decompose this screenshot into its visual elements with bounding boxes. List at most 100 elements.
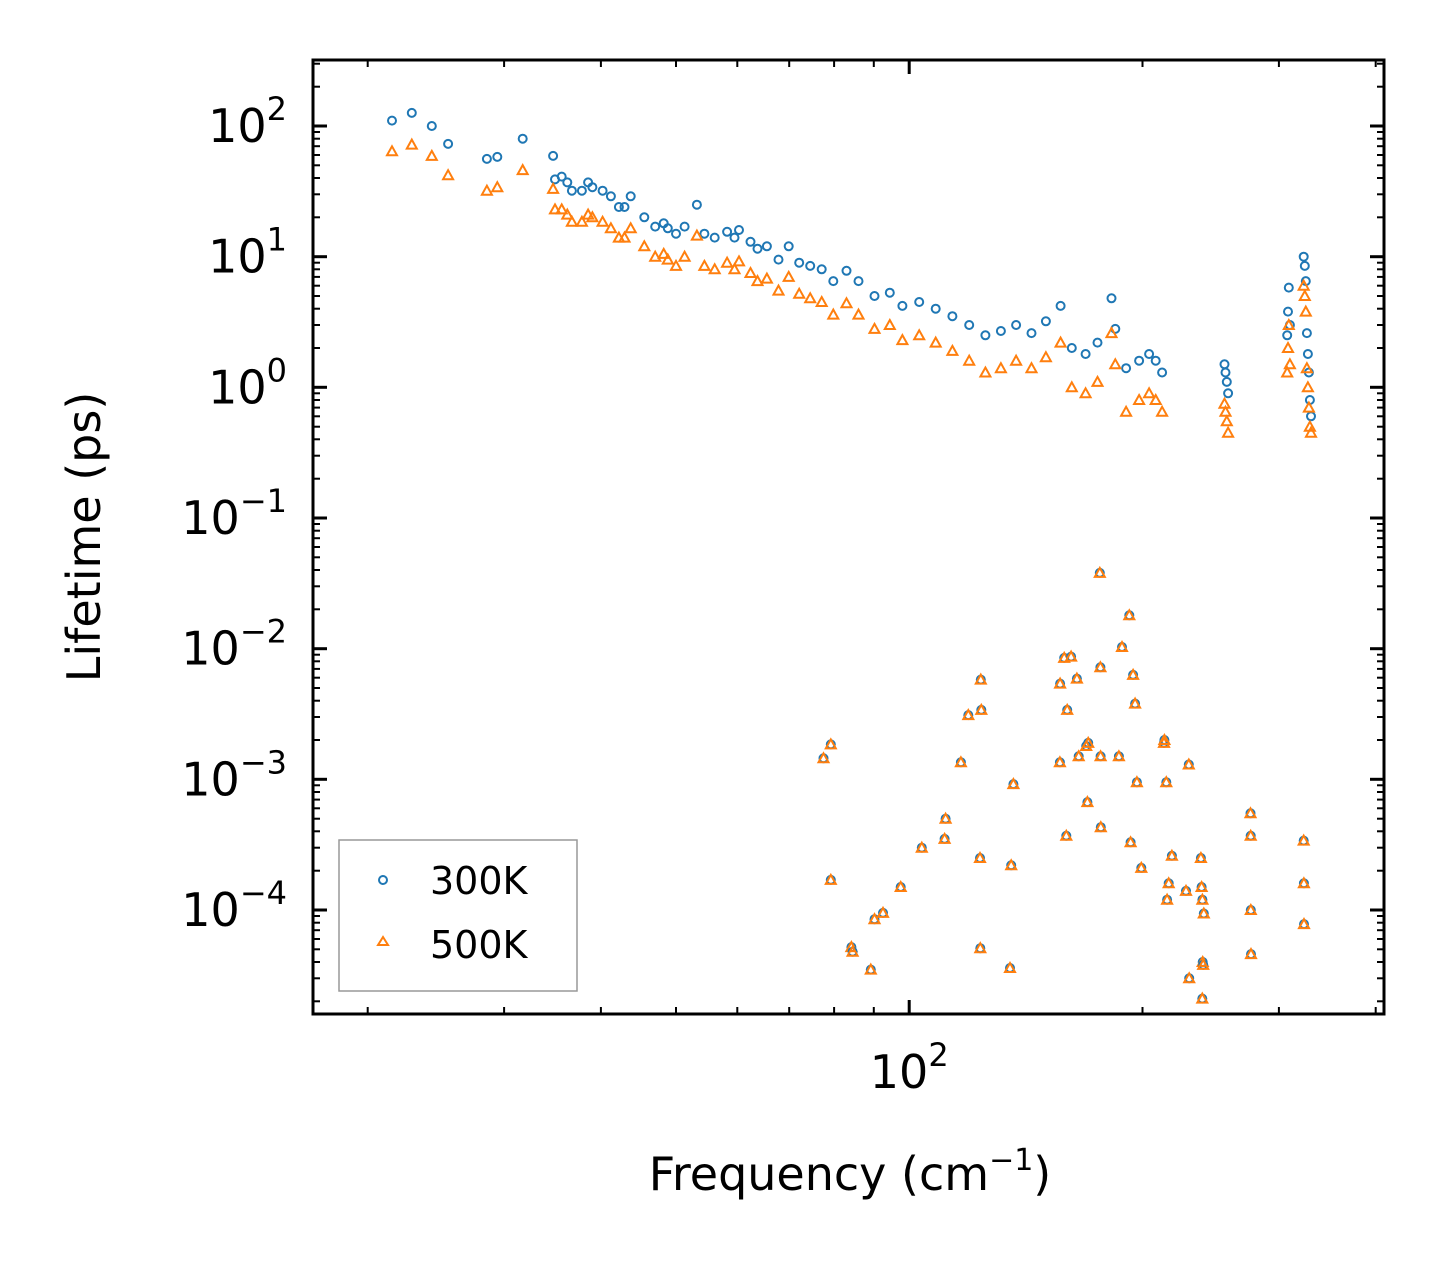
point-500k xyxy=(782,269,796,282)
point-500k xyxy=(1115,639,1129,652)
point-500k xyxy=(1053,335,1068,348)
point-300k xyxy=(709,232,720,243)
point-500k xyxy=(1070,671,1084,684)
point-300k xyxy=(1121,363,1132,374)
point-300k xyxy=(679,221,690,232)
point-500k xyxy=(516,163,530,176)
point-300k xyxy=(639,212,650,223)
point-500k xyxy=(555,202,569,215)
point-500k xyxy=(961,708,975,721)
point-500k xyxy=(546,181,560,194)
point-500k xyxy=(677,249,692,262)
point-300k xyxy=(1220,367,1231,378)
point-300k xyxy=(1157,367,1168,378)
point-500k xyxy=(385,144,399,157)
point-500k xyxy=(1182,971,1196,984)
point-300k xyxy=(783,241,794,252)
point-500k xyxy=(585,210,600,223)
point-500k xyxy=(560,207,574,220)
point-300k xyxy=(613,202,624,212)
point-500k xyxy=(1197,906,1211,919)
legend-label-300k: 300K xyxy=(430,859,529,903)
point-500k xyxy=(1072,749,1086,762)
point-500k xyxy=(1220,414,1234,427)
point-500k xyxy=(994,361,1008,374)
point-300k xyxy=(841,265,852,276)
point-500k xyxy=(867,321,882,334)
point-500k xyxy=(895,333,910,346)
point-500k xyxy=(1194,850,1208,863)
point-500k xyxy=(425,148,439,161)
point-300k xyxy=(587,182,598,193)
point-500k xyxy=(962,353,976,366)
point-500k xyxy=(1160,892,1174,905)
point-500k xyxy=(1297,278,1311,291)
point-300k xyxy=(556,171,567,182)
point-300k xyxy=(1144,349,1155,359)
point-300k xyxy=(729,232,740,243)
point-500k xyxy=(826,307,840,320)
point-500k xyxy=(1059,828,1073,841)
point-500k xyxy=(1093,660,1108,673)
point-500k xyxy=(1280,365,1294,378)
y-tick-label: 10−4 xyxy=(181,874,287,937)
point-500k xyxy=(1094,820,1108,833)
point-500k xyxy=(1297,876,1311,889)
point-500k xyxy=(657,246,671,259)
point-300k xyxy=(1134,355,1145,366)
point-500k xyxy=(844,940,859,953)
point-500k xyxy=(1298,288,1312,301)
point-500k xyxy=(867,912,882,925)
point-300k xyxy=(995,326,1006,336)
point-300k xyxy=(745,236,756,247)
point-300k xyxy=(980,330,991,341)
point-500k xyxy=(1217,396,1232,409)
point-500k xyxy=(1243,806,1258,819)
point-500k xyxy=(864,962,878,975)
point-500k xyxy=(1299,304,1313,317)
point-500k xyxy=(1194,879,1209,892)
point-300k xyxy=(605,191,616,202)
point-500k xyxy=(565,214,579,227)
point-500k xyxy=(669,258,683,271)
point-300k xyxy=(650,221,661,232)
point-500k xyxy=(894,879,908,892)
point-500k xyxy=(1123,835,1138,848)
plot-frame xyxy=(311,58,1386,1016)
point-500k xyxy=(945,343,960,356)
point-300k xyxy=(426,121,437,131)
point-500k xyxy=(1179,883,1193,896)
point-500k xyxy=(661,252,675,265)
point-500k xyxy=(1081,735,1095,748)
point-500k xyxy=(929,335,943,348)
point-300k xyxy=(406,107,417,118)
point-500k xyxy=(1132,392,1146,405)
point-500k xyxy=(548,202,562,215)
point-500k xyxy=(490,180,504,193)
point-300k xyxy=(1092,337,1103,348)
point-500k xyxy=(1159,775,1173,788)
point-500k xyxy=(1006,777,1021,790)
point-500k xyxy=(1162,876,1176,889)
point-300k xyxy=(914,297,925,307)
point-300k xyxy=(1066,343,1077,353)
point-500k xyxy=(954,755,968,768)
y-tick-label: 10−1 xyxy=(181,482,287,545)
point-500k xyxy=(1128,696,1142,709)
point-300k xyxy=(947,311,958,322)
point-500k xyxy=(883,317,897,330)
point-500k xyxy=(1281,340,1295,353)
point-500k xyxy=(1297,917,1311,930)
point-500k xyxy=(1093,749,1108,762)
point-500k xyxy=(624,221,638,234)
point-300k xyxy=(625,191,636,202)
point-300k xyxy=(1219,359,1230,370)
point-500k xyxy=(1182,757,1196,770)
point-300k xyxy=(1298,251,1309,262)
point-300k xyxy=(1106,293,1117,304)
point-300k xyxy=(576,185,587,196)
point-500k xyxy=(839,296,854,309)
point-300k xyxy=(1011,320,1022,330)
point-300k xyxy=(1301,328,1312,339)
point-300k xyxy=(884,287,895,298)
